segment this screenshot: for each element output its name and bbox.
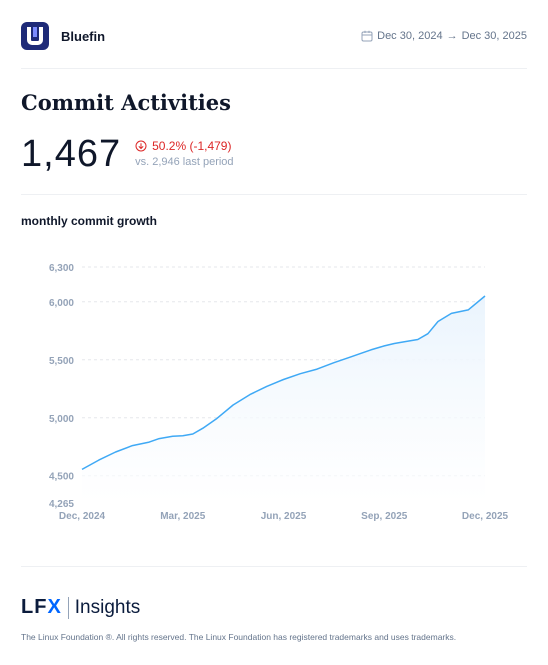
logo-separator [67,596,69,619]
date-start: Dec 30, 2024 [377,30,443,42]
date-range[interactable]: Dec 30, 2024 → Dec 30, 2025 [361,30,527,42]
project-logo [21,22,49,50]
calendar-icon [361,30,373,42]
footer-divider [21,566,527,567]
header-divider [21,68,527,69]
series-line [81,295,486,471]
copyright-text: The Linux Foundation ®. All rights reser… [21,632,457,642]
y-tick-label: 6,000 [49,298,74,309]
kpi-value: 1,467 [21,133,122,175]
header: Bluefin Dec 30, 2024 → Dec 30, 2025 [21,22,527,50]
lfx-mark: LFX [21,596,62,618]
delta-comparison: vs. 2,946 last period [135,156,234,168]
arrow-down-circle-icon [135,140,147,152]
x-tick-label: Sep, 2025 [361,511,408,522]
x-tick-label: Dec, 2025 [462,511,509,522]
series-area [82,296,485,503]
chart-title: monthly commit growth [21,214,157,228]
lfx-insights-logo[interactable]: LFX Insights [21,596,140,619]
y-tick-label: 5,000 [49,414,74,425]
y-tick-label: 6,300 [49,263,74,274]
date-end: Dec 30, 2025 [461,30,527,42]
x-tick-label: Mar, 2025 [160,511,205,522]
y-tick-label: 5,500 [49,356,74,367]
project-name: Bluefin [61,28,106,44]
kpi-divider [21,194,527,195]
kpi-delta: 50.2% (-1,479) vs. 2,946 last period [135,139,233,168]
x-tick-label: Jun, 2025 [261,511,307,522]
x-tick-label: Dec, 2024 [59,511,106,522]
kpi-block: 1,467 50.2% (-1,479) vs. 2,946 last peri… [21,133,234,175]
date-arrow: → [446,30,458,42]
y-tick-label: 4,500 [49,472,74,483]
delta-value: 50.2% (-1,479) [152,139,232,153]
y-tick-label: 4,265 [49,499,74,510]
lfx-insights-text: Insights [74,596,141,618]
page-title: Commit Activities [21,90,231,115]
